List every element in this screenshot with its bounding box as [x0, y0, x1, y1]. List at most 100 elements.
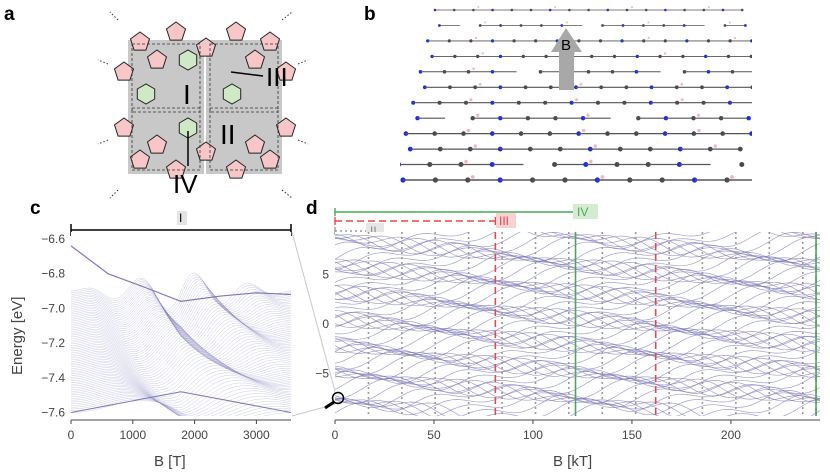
band-line: [335, 329, 820, 352]
atom: [474, 36, 477, 40]
band-line: [71, 319, 291, 355]
x-tick-label: 2000: [181, 428, 208, 442]
y-tick-label: 0: [322, 317, 329, 331]
band-line: [71, 340, 291, 374]
band-line: [71, 318, 291, 354]
band-line: [335, 338, 820, 367]
atom: [453, 54, 457, 59]
atom: [749, 131, 752, 136]
band-line: [71, 284, 291, 322]
pyrrole-ring: [165, 159, 187, 179]
pyrrole-ring: [113, 117, 135, 137]
atom: [740, 8, 744, 12]
atom: [760, 68, 763, 71]
y-tick-label: −6.8: [41, 267, 65, 281]
pyrrole-ring: [129, 31, 151, 51]
band-line: [71, 358, 291, 391]
lower-edge: [71, 391, 291, 413]
atom: [680, 82, 684, 86]
terminal-bond: [281, 189, 293, 199]
pyrrole-ring: [195, 141, 217, 161]
atom: [593, 144, 597, 148]
atom: [557, 146, 563, 152]
chart-c-plot: [71, 232, 291, 416]
pyrrole-ring: [225, 21, 247, 41]
band-line: [335, 293, 820, 322]
atom: [662, 24, 666, 27]
atom: [754, 101, 758, 105]
region-IV-label: IV: [577, 205, 588, 219]
band-line: [71, 293, 291, 330]
band-line: [335, 373, 820, 399]
atom: [560, 24, 564, 27]
band-line: [335, 320, 820, 349]
band-line: [71, 351, 291, 384]
atom: [750, 39, 752, 43]
terminal-bond: [109, 189, 119, 199]
atom: [746, 116, 751, 121]
band-line: [71, 370, 291, 402]
band-line: [71, 399, 291, 416]
chart-c-ylabel: Energy [eV]: [9, 297, 26, 375]
pyrrole-ring: [259, 31, 281, 51]
region-III-label: III: [499, 214, 509, 228]
band-line: [335, 248, 820, 277]
y-tick-label: −7.6: [41, 406, 65, 420]
band-line: [71, 386, 291, 416]
chart-d-plot: [335, 232, 820, 416]
atom: [737, 146, 743, 152]
x-tick-label: 3000: [243, 428, 270, 442]
band-line: [335, 333, 820, 360]
band-line: [335, 390, 820, 416]
atom: [579, 82, 583, 86]
band-line: [71, 393, 291, 416]
bond-outline: [209, 43, 279, 113]
y-tick-label: −7.2: [41, 336, 65, 350]
pyrrole-ring: [244, 134, 266, 154]
pyrrole-ring: [146, 134, 168, 154]
band-line: [71, 280, 291, 318]
band-line: [335, 314, 820, 343]
band-line: [335, 232, 820, 255]
band-line: [335, 262, 820, 287]
atom: [589, 159, 593, 164]
band-line: [71, 335, 291, 370]
pyrrole-ring: [275, 117, 297, 137]
bond-outline: [131, 43, 201, 113]
pyrrole-ring: [113, 61, 135, 81]
atom: [750, 85, 752, 90]
atom: [548, 85, 553, 90]
band-line: [71, 298, 291, 335]
band-line: [335, 263, 820, 291]
atom: [617, 146, 623, 152]
band-line: [71, 272, 291, 310]
plot-background: [71, 232, 291, 416]
terminal-bond: [97, 139, 109, 145]
atom: [707, 6, 710, 8]
x-tick-label: 0: [332, 428, 339, 442]
band-line: [71, 344, 291, 378]
band-line: [71, 310, 291, 347]
atom: [476, 113, 480, 117]
pyrrole-ring: [165, 21, 187, 41]
band-line: [71, 397, 291, 416]
atom: [631, 6, 633, 8]
atom: [680, 98, 684, 102]
field-arrow: [551, 28, 582, 90]
panel-a-letter: a: [4, 4, 15, 25]
band-line: [71, 365, 291, 397]
atom: [554, 6, 557, 8]
band-line: [71, 362, 291, 395]
benzene-ring: [136, 83, 156, 105]
atom: [647, 21, 650, 24]
panel-a: a I II III IV: [4, 4, 309, 199]
band-line: [71, 274, 291, 312]
band-line: [335, 369, 820, 397]
atom: [464, 159, 468, 164]
x-tick-label: 50: [427, 428, 441, 442]
pyrrole-ring: [225, 159, 247, 179]
panel-c: c I 0 1000 2000 3000 −6.6 −6.8 −7.0 −7.2 −7.4 −7.…: [9, 198, 337, 470]
band-line: [335, 362, 820, 392]
band-line: [71, 309, 291, 345]
